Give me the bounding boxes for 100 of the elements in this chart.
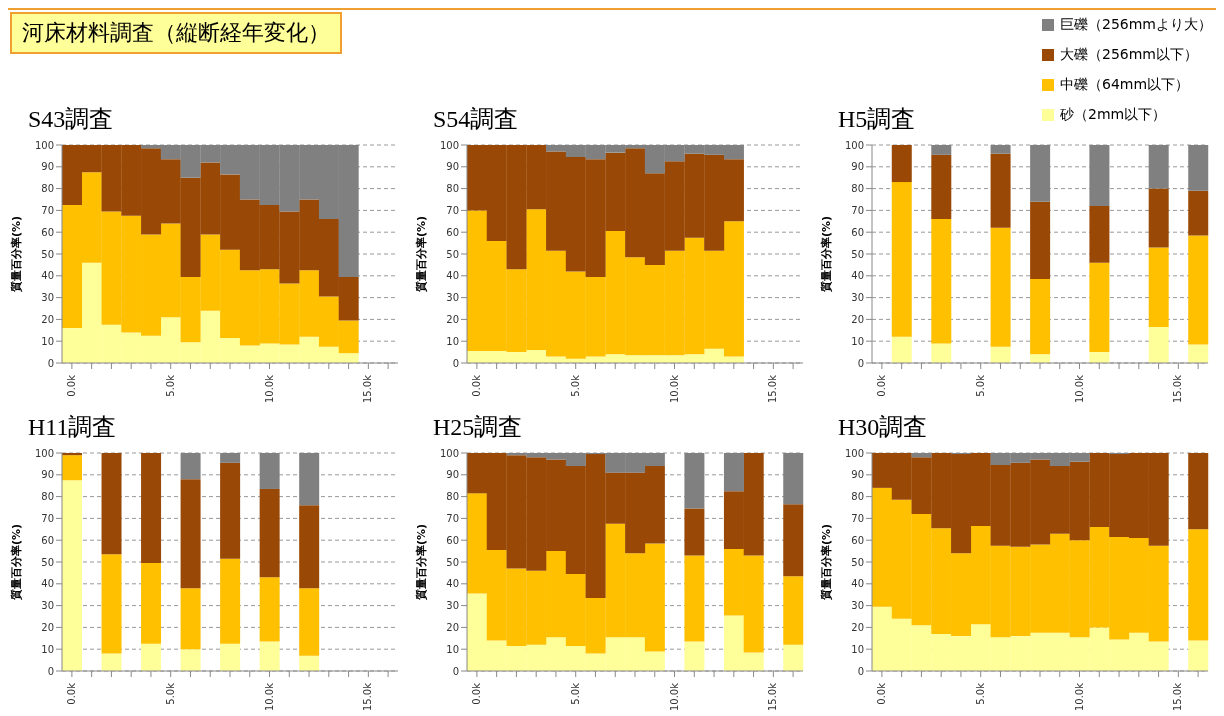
y-tick-label: 10: [41, 335, 54, 347]
y-tick-label: 30: [851, 600, 864, 612]
bar: [220, 462, 241, 559]
y-tick-label: 30: [41, 600, 54, 612]
y-axis-title: 質量百分率(%): [414, 523, 428, 602]
bar: [783, 576, 804, 645]
chart-title: H11調査: [27, 413, 118, 442]
x-tick-label: 5.0k: [164, 682, 176, 705]
bar: [180, 453, 201, 480]
x-tick-label: 5.0k: [974, 682, 986, 705]
y-tick-label: 80: [851, 491, 864, 503]
y-axis-title: 質量百分率(%): [9, 523, 23, 602]
y-tick-label: 50: [851, 248, 864, 260]
y-tick-label: 10: [851, 335, 864, 347]
bar: [1030, 279, 1051, 355]
bar: [931, 343, 952, 363]
y-tick-label: 80: [41, 183, 54, 195]
y-tick-label: 10: [446, 335, 459, 347]
y-axis-title: 質量百分率(%): [414, 215, 428, 294]
bar: [299, 588, 320, 656]
y-tick-label: 20: [851, 621, 864, 633]
y-tick-label: 70: [851, 204, 864, 216]
y-tick-label: 30: [446, 292, 459, 304]
bar: [1089, 262, 1110, 353]
bar: [141, 563, 162, 644]
x-tick-label: 15.0k: [1172, 682, 1184, 712]
chart-title: H30調査: [837, 413, 929, 442]
y-tick-label: 90: [41, 469, 54, 481]
x-tick-label: 10.0k: [263, 682, 275, 712]
bar: [259, 577, 280, 642]
y-tick-label: 90: [446, 161, 459, 173]
bar: [299, 655, 320, 671]
y-tick-label: 0: [857, 665, 864, 677]
y-tick-label: 70: [446, 512, 459, 524]
y-tick-label: 0: [857, 357, 864, 369]
x-tick-label: 5.0k: [974, 374, 986, 397]
y-tick-label: 60: [41, 534, 54, 546]
x-tick-label: 0.0k: [65, 682, 77, 705]
bar: [783, 504, 804, 577]
y-tick-label: 30: [41, 292, 54, 304]
y-tick-label: 40: [851, 578, 864, 590]
y-tick-label: 40: [446, 270, 459, 282]
y-tick-label: 30: [851, 292, 864, 304]
bar: [1188, 190, 1209, 236]
text: 河床材料調査（縦断経年変化）: [10, 12, 342, 54]
bar: [990, 145, 1011, 154]
bar: [1089, 206, 1110, 263]
bar: [101, 554, 122, 654]
legend-label: 中礫（64mm以下）: [1060, 76, 1190, 94]
bar: [723, 453, 744, 492]
y-tick-label: 80: [446, 491, 459, 503]
bar: [1148, 247, 1169, 328]
y-tick-label: 0: [47, 357, 54, 369]
bar: [180, 479, 201, 589]
bar: [1148, 188, 1169, 248]
bar: [1148, 327, 1169, 363]
x-tick-label: 0.0k: [65, 374, 77, 397]
x-tick-label: 15.0k: [767, 682, 779, 712]
y-tick-label: 90: [851, 469, 864, 481]
x-tick-label: 5.0k: [164, 374, 176, 397]
y-tick-label: 40: [41, 578, 54, 590]
x-tick-label: 0.0k: [470, 682, 482, 705]
y-tick-label: 0: [452, 665, 459, 677]
y-tick-label: 20: [41, 621, 54, 633]
bar: [180, 588, 201, 650]
bar: [1188, 453, 1209, 530]
bar: [62, 480, 82, 671]
bar: [891, 182, 912, 337]
chart-title: H5調査: [838, 106, 916, 132]
y-tick-label: 80: [851, 183, 864, 195]
y-tick-label: 90: [851, 161, 864, 173]
bar: [891, 336, 912, 363]
bar: [101, 653, 122, 671]
y-tick-label: 10: [851, 643, 864, 655]
y-tick-label: 70: [851, 512, 864, 524]
bar: [684, 555, 705, 642]
y-tick-label: 30: [446, 600, 459, 612]
bar: [1089, 145, 1110, 207]
y-tick-label: 60: [41, 226, 54, 238]
y-tick-label: 50: [446, 556, 459, 568]
y-tick-label: 0: [47, 665, 54, 677]
bar: [1188, 235, 1209, 345]
bar: [990, 153, 1011, 228]
y-tick-label: 50: [41, 248, 54, 260]
bar: [783, 644, 804, 671]
y-axis-title: 質量百分率(%): [9, 215, 23, 294]
y-tick-label: 60: [446, 534, 459, 546]
y-tick-label: 0: [452, 357, 459, 369]
bar: [259, 488, 280, 578]
x-tick-label: 15.0k: [362, 682, 374, 712]
bar: [1148, 145, 1169, 189]
bar: [1188, 344, 1209, 363]
x-tick-label: 0.0k: [470, 374, 482, 397]
y-tick-label: 100: [34, 139, 54, 151]
y-tick-label: 70: [446, 204, 459, 216]
legend-label: 大礫（256mm以下）: [1060, 46, 1198, 64]
bar: [220, 558, 241, 644]
y-tick-label: 100: [439, 139, 459, 151]
x-tick-label: 15.0k: [1172, 374, 1184, 404]
y-tick-label: 60: [851, 534, 864, 546]
